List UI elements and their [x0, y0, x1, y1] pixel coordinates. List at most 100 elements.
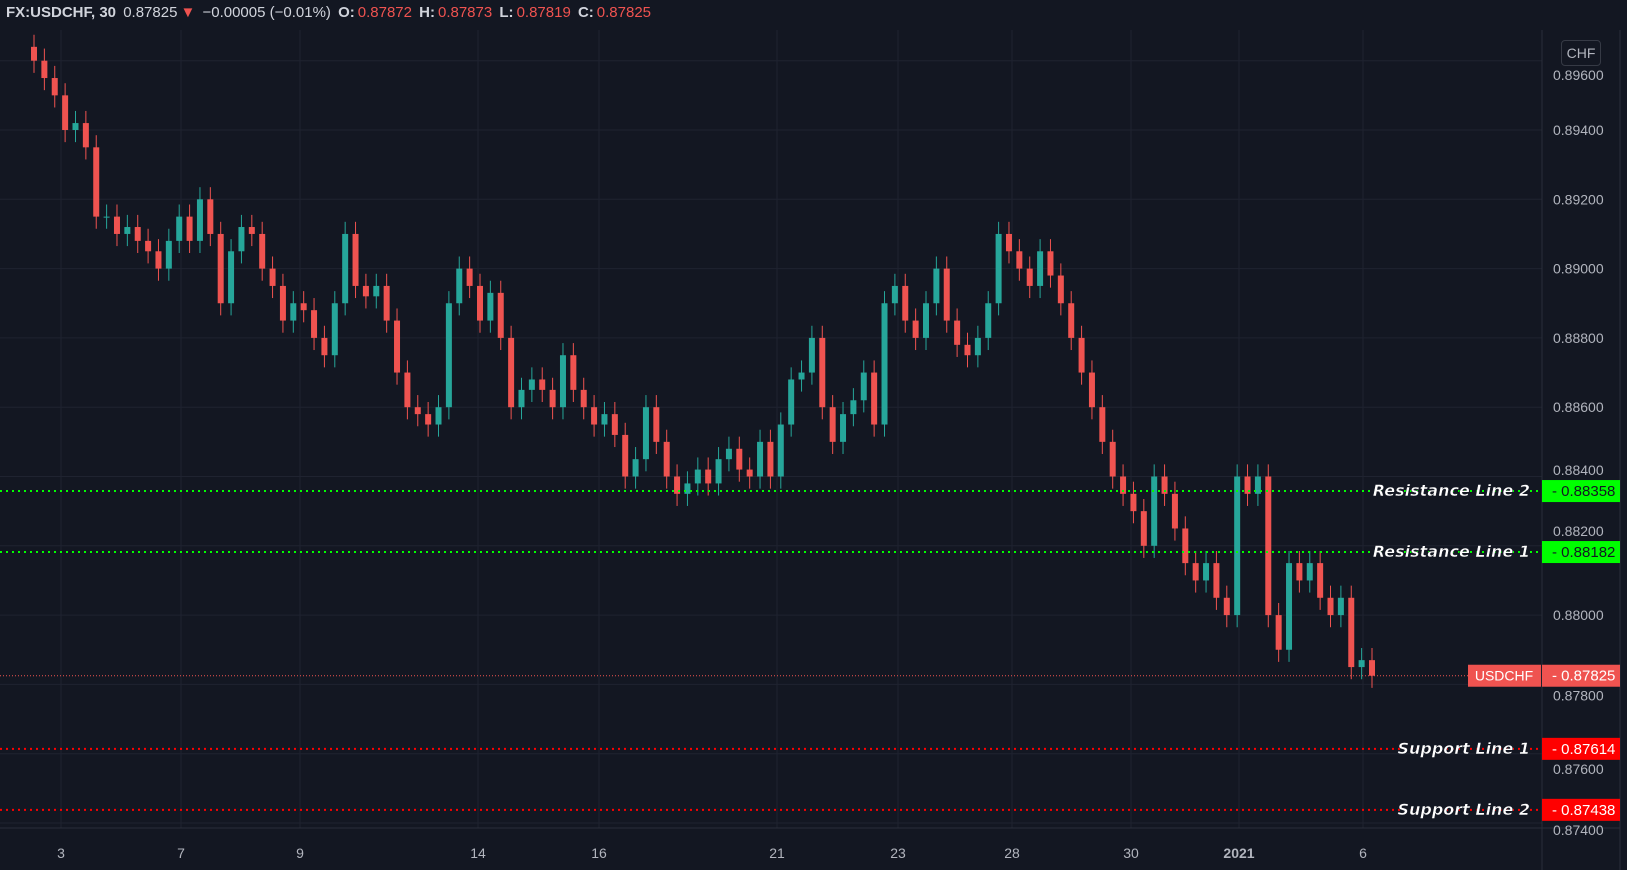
- candle-body: [41, 60, 48, 79]
- resistance-price-badge: [1542, 541, 1620, 564]
- price-tick-label: 0.87600: [1553, 761, 1604, 777]
- candle-body: [757, 441, 764, 477]
- candle-body: [767, 441, 774, 477]
- time-tick-label: 21: [769, 845, 785, 861]
- support-line-label: Support Line 2: [1397, 800, 1530, 819]
- resistance-price-value: - 0.88358: [1552, 483, 1615, 500]
- high-value: 0.87873: [437, 4, 493, 21]
- price-tick-label: 0.89600: [1553, 67, 1604, 83]
- candle-body: [943, 268, 950, 321]
- candle-body: [1047, 251, 1054, 276]
- symbol-badge-label: USDCHF: [1475, 668, 1533, 684]
- support-line-label: Support Line 1: [1397, 739, 1530, 758]
- price-change: −0.00005 (−0.01%): [202, 4, 331, 21]
- candle-body: [736, 448, 743, 470]
- candle-body: [591, 407, 598, 425]
- time-tick-label: 14: [470, 845, 486, 861]
- currency-button[interactable]: CHF: [1561, 40, 1601, 66]
- time-tick-label: 16: [591, 845, 607, 861]
- candle-body: [1306, 563, 1313, 581]
- candle-body: [466, 268, 473, 286]
- candle-body: [435, 407, 442, 425]
- candle-body: [383, 285, 390, 321]
- candle-body: [549, 389, 556, 408]
- candle-body: [62, 95, 69, 130]
- candle-body: [871, 372, 878, 425]
- time-tick-label: 30: [1123, 845, 1139, 861]
- candle-body: [829, 407, 836, 442]
- resistance-price-badge: [1542, 480, 1620, 503]
- open-value: 0.87872: [357, 4, 412, 21]
- candle-body: [912, 320, 919, 338]
- candle-body: [414, 407, 421, 415]
- symbol-badge: [1468, 664, 1541, 687]
- candle-body: [508, 337, 515, 408]
- candle-body: [373, 285, 380, 297]
- candle-body: [1234, 476, 1241, 616]
- candle-body: [674, 476, 681, 494]
- candle-body: [1369, 660, 1375, 676]
- candle-body: [1088, 372, 1095, 408]
- candle-body: [103, 216, 110, 218]
- candle-body: [611, 414, 618, 435]
- price-tick-label: 0.88000: [1553, 607, 1604, 623]
- close-label: C:: [577, 4, 594, 21]
- symbol-interval[interactable]: FX:USDCHF, 30: [6, 4, 117, 21]
- high-label: H:: [419, 4, 435, 21]
- candle-body: [259, 233, 266, 269]
- candle-body: [1254, 476, 1261, 494]
- candle-body: [705, 469, 712, 484]
- candle-body: [456, 268, 463, 304]
- resistance-line-label: Resistance Line 2: [1373, 481, 1530, 500]
- candle-body: [497, 292, 504, 338]
- candle-body: [840, 414, 847, 442]
- candle-body: [394, 320, 401, 373]
- candle-body: [622, 434, 629, 477]
- candle-body: [715, 459, 722, 484]
- candle-body: [601, 414, 608, 425]
- price-tick-label: 0.89400: [1553, 122, 1604, 138]
- price-tick-label: 0.88800: [1553, 330, 1604, 346]
- price-tick-label: 0.88400: [1553, 462, 1604, 478]
- candle-body: [518, 389, 525, 408]
- candle-body: [1005, 233, 1012, 252]
- candle-body: [1120, 476, 1127, 494]
- candle-body: [1286, 563, 1293, 650]
- candle-body: [1140, 511, 1147, 546]
- candle-body: [1327, 597, 1334, 616]
- low-label: L:: [499, 4, 514, 21]
- support-price-badge: [1542, 737, 1620, 760]
- candle-body: [113, 216, 120, 234]
- price-tick-label: 0.88200: [1553, 523, 1604, 539]
- candle-body: [72, 123, 79, 130]
- candle-body: [1026, 268, 1033, 286]
- candle-body: [850, 400, 857, 415]
- candle-body: [487, 292, 494, 321]
- candle-body: [186, 216, 193, 241]
- candle-body: [1037, 251, 1044, 286]
- candle-body: [974, 337, 981, 356]
- candle-body: [1348, 597, 1355, 668]
- candle-body: [290, 303, 297, 321]
- candle-body: [352, 233, 359, 286]
- candle-body: [1213, 563, 1220, 598]
- time-tick-label: 6: [1359, 845, 1367, 861]
- price-tick-label: 0.87400: [1553, 822, 1604, 838]
- candle-body: [1130, 493, 1137, 512]
- candle-body: [933, 268, 940, 304]
- candle-body: [51, 78, 58, 96]
- time-tick-label: 9: [296, 845, 304, 861]
- candle-body: [217, 233, 224, 304]
- support-price-value: - 0.87614: [1552, 741, 1615, 758]
- candle-body: [642, 407, 649, 460]
- candle-body: [580, 389, 587, 408]
- chart-background: [0, 30, 1620, 868]
- candle-body: [746, 469, 753, 477]
- candle-body: [311, 310, 318, 338]
- candle-body: [995, 233, 1002, 304]
- candle-body: [1337, 597, 1344, 616]
- resistance-price-value: - 0.88182: [1552, 544, 1615, 561]
- candle-body: [1223, 597, 1230, 616]
- candle-body: [477, 285, 483, 321]
